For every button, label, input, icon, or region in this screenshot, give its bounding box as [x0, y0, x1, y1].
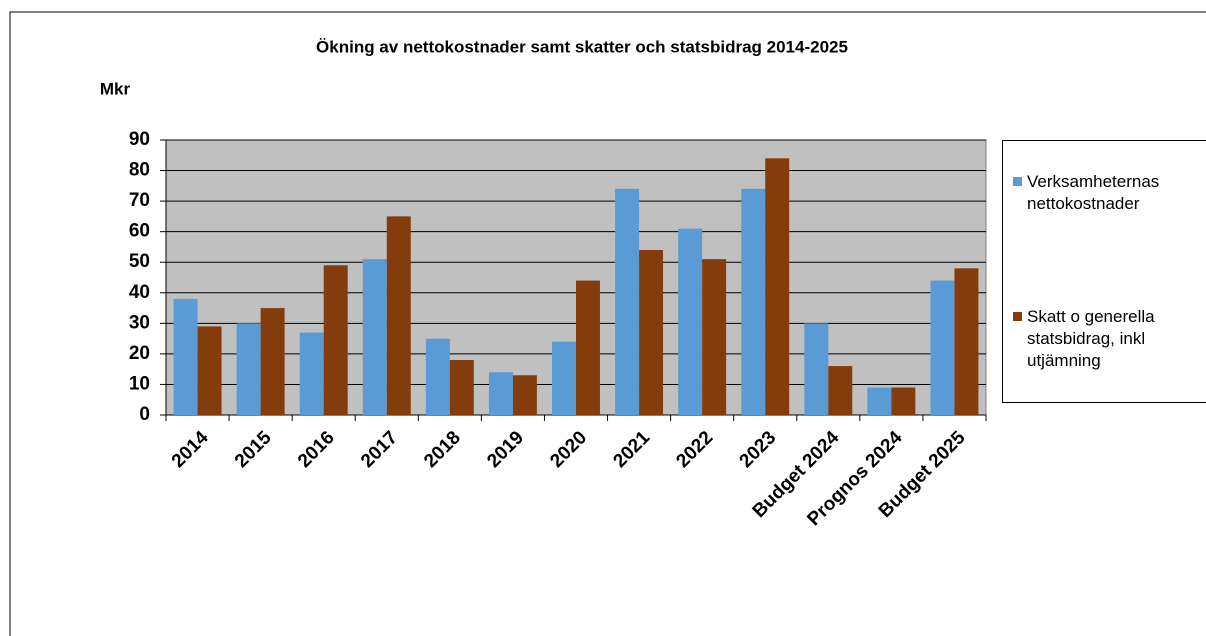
y-tick-label: 10 — [129, 373, 150, 394]
bar — [741, 188, 766, 415]
bar — [425, 338, 450, 415]
legend-item: Verksamheternas nettokostnader — [1013, 171, 1206, 215]
bar — [576, 280, 600, 415]
bar — [765, 158, 790, 416]
bar — [804, 323, 829, 415]
bar — [828, 366, 853, 415]
chart-title: Ökning av nettokostnader samt skatter oc… — [316, 37, 848, 56]
y-tick-label: 20 — [129, 343, 150, 364]
legend-label: Skatt o generella statsbidrag, inkl utjä… — [1027, 307, 1155, 370]
bar — [299, 332, 324, 415]
bar — [449, 360, 474, 415]
legend: Verksamheternas nettokostnader Skatt o ge… — [1002, 140, 1206, 403]
bar — [954, 268, 979, 415]
y-axis-label: Mkr — [100, 79, 131, 98]
y-tick-label: 90 — [129, 129, 150, 150]
legend-item: Skatt o generella statsbidrag, inkl utjä… — [1013, 306, 1206, 372]
bar — [552, 341, 576, 415]
bar — [173, 298, 198, 415]
bar — [639, 250, 664, 415]
bar — [236, 323, 261, 415]
bar — [891, 387, 916, 415]
y-tick-label: 40 — [129, 282, 150, 303]
bar — [867, 387, 892, 415]
y-tick-label: 0 — [139, 404, 150, 425]
y-tick-label: 30 — [129, 312, 150, 333]
bar — [702, 259, 727, 415]
bar — [197, 326, 222, 415]
bar — [260, 308, 285, 415]
legend-label: Verksamheternas nettokostnader — [1027, 172, 1160, 213]
bar — [386, 216, 411, 415]
bar — [488, 372, 513, 415]
y-tick-label: 60 — [129, 221, 150, 242]
y-tick-label: 50 — [129, 251, 150, 272]
bar — [930, 280, 955, 415]
legend-swatch — [1013, 312, 1022, 321]
y-tick-label: 70 — [129, 190, 150, 211]
y-tick-label: 80 — [129, 160, 150, 181]
legend-swatch — [1013, 177, 1022, 186]
bar — [615, 188, 640, 415]
bar — [512, 375, 537, 415]
bar — [678, 228, 703, 415]
bar — [362, 259, 387, 415]
bar — [323, 265, 348, 415]
